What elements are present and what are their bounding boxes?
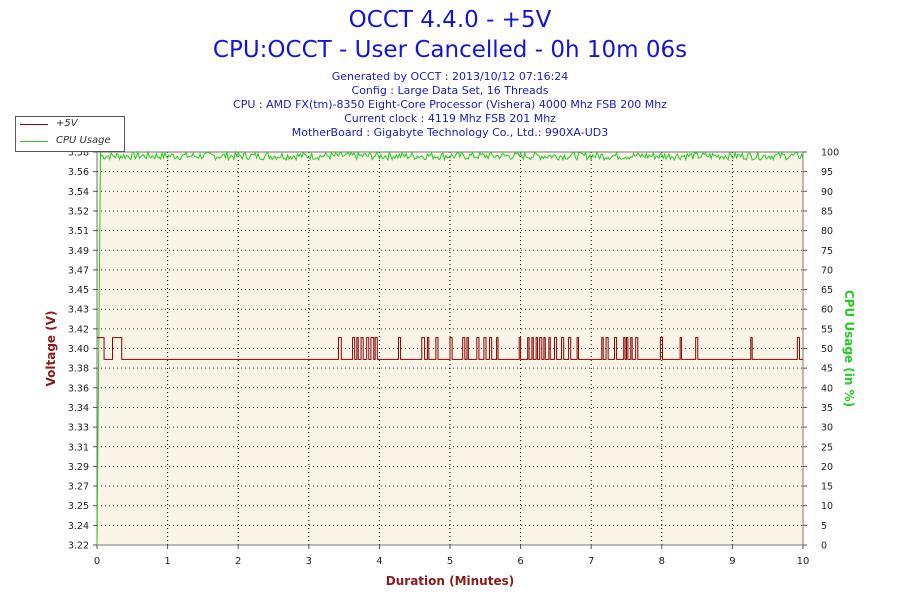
y2-tick-label: 65 (821, 285, 833, 296)
info-cpu: CPU : AMD FX(tm)-8350 Eight-Core Process… (233, 98, 667, 111)
legend-label-voltage: +5V (56, 118, 78, 129)
x-tick-label: 9 (729, 556, 735, 567)
y2-tick-label: 70 (821, 265, 833, 276)
y2-axis-label: CPU Usage (in %) (842, 290, 856, 407)
y2-tick-label: 75 (821, 246, 833, 257)
info-clock: Current clock : 4119 Mhz FSB 201 Mhz (344, 112, 556, 125)
y2-tick-label: 90 (821, 187, 833, 198)
legend-label-cpu: CPU Usage (56, 135, 111, 146)
x-tick-label: 0 (94, 556, 100, 567)
y-tick-label: 3.38 (68, 364, 89, 375)
chart-title: OCCT 4.4.0 - +5V (348, 7, 552, 33)
y-tick-label: 3.54 (68, 187, 89, 198)
y2-tick-label: 20 (821, 462, 833, 473)
y2-tick-label: 0 (821, 541, 827, 552)
y2-tick-label: 35 (821, 403, 833, 414)
y2-tick-label: 10 (821, 501, 833, 512)
y-tick-label: 3.51 (68, 226, 89, 237)
y2-tick-label: 15 (821, 482, 833, 493)
y2-tick-label: 55 (821, 324, 833, 335)
y-tick-label: 3.47 (68, 265, 89, 276)
y2-tick-label: 45 (821, 364, 833, 375)
y-tick-label: 3.52 (68, 206, 89, 217)
y-tick-label: 3.25 (68, 501, 89, 512)
y-tick-label: 3.34 (68, 403, 89, 414)
x-tick-label: 2 (235, 556, 241, 567)
x-tick-label: 1 (164, 556, 170, 567)
info-generated: Generated by OCCT : 2013/10/12 07:16:24 (331, 70, 569, 83)
y2-tick-label: 60 (821, 305, 833, 316)
x-tick-label: 7 (588, 556, 594, 567)
y-tick-label: 3.43 (68, 305, 89, 316)
y-tick-label: 3.33 (68, 423, 89, 434)
x-tick-label: 4 (376, 556, 382, 567)
y2-tick-label: 95 (821, 167, 833, 178)
y-tick-label: 3.42 (68, 324, 89, 335)
y-tick-label: 3.29 (68, 462, 89, 473)
x-tick-label: 3 (306, 556, 312, 567)
series-line-cpu-usage (96, 150, 804, 546)
legend-item-cpu: CPU Usage (16, 134, 124, 150)
chart-legend: +5V CPU Usage (15, 116, 125, 152)
x-axis-label: Duration (Minutes) (386, 574, 514, 588)
y-tick-label: 3.24 (68, 521, 89, 532)
y-tick-label: 3.49 (68, 246, 89, 257)
y-tick-label: 3.40 (68, 344, 89, 355)
y-tick-label: 3.58 (68, 148, 89, 159)
legend-swatch-cpu (20, 141, 48, 142)
series-line-voltage (97, 337, 803, 360)
legend-swatch-voltage (20, 124, 48, 125)
legend-item-voltage: +5V (16, 117, 124, 133)
y2-tick-label: 85 (821, 206, 833, 217)
x-tick-label: 10 (797, 556, 810, 567)
y2-tick-label: 80 (821, 226, 833, 237)
y-tick-label: 3.27 (68, 482, 89, 493)
y-tick-label: 3.36 (68, 383, 89, 394)
y2-tick-label: 5 (821, 521, 827, 532)
x-tick-label: 5 (447, 556, 453, 567)
y2-tick-label: 100 (821, 148, 839, 159)
info-config: Config : Large Data Set, 16 Threads (351, 84, 549, 97)
y2-tick-label: 30 (821, 423, 833, 434)
x-tick-label: 8 (659, 556, 665, 567)
chart-subtitle: CPU:OCCT - User Cancelled - 0h 10m 06s (212, 37, 688, 63)
y-tick-label: 3.56 (68, 167, 89, 178)
y-tick-label: 3.31 (68, 442, 89, 453)
y2-tick-label: 40 (821, 383, 833, 394)
y2-tick-label: 25 (821, 442, 833, 453)
x-tick-label: 6 (517, 556, 523, 567)
y-tick-label: 3.22 (68, 541, 89, 552)
y-tick-label: 3.45 (68, 285, 89, 296)
info-motherboard: MotherBoard : Gigabyte Technology Co., L… (291, 126, 609, 139)
y2-tick-label: 50 (821, 344, 833, 355)
y-axis-label: Voltage (V) (44, 311, 58, 387)
